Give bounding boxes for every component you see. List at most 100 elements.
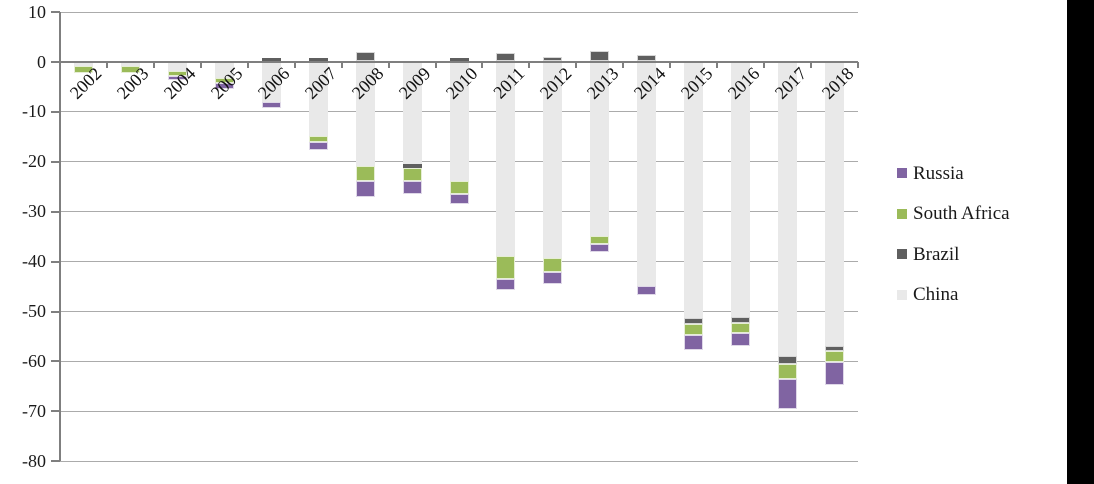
bar-2017-russia (778, 379, 798, 410)
bar-2009-china (402, 61, 422, 164)
bar-2011-russia (496, 278, 516, 291)
legend-item-china: China (897, 285, 958, 305)
y-axis-tick (51, 160, 60, 163)
bar-2004-russia (167, 75, 187, 81)
bar-2013-china (590, 61, 610, 237)
bar-2016-russia (731, 333, 751, 347)
bar-2018-brazil (825, 346, 845, 352)
x-axis-tick (246, 61, 249, 68)
x-axis-tick (622, 61, 625, 68)
bar-2010-brazil (449, 57, 469, 62)
bar-2010-china (449, 61, 469, 182)
y-axis-tick (51, 260, 60, 263)
bar-2002-china (73, 61, 93, 67)
bar-2005-china (214, 61, 234, 78)
x-axis-tick (575, 61, 578, 68)
right-black-strip (1067, 0, 1094, 484)
y-axis-tick (51, 360, 60, 363)
bar-2008-china (355, 61, 375, 167)
legend-label: Brazil (913, 243, 960, 265)
bar-2012-russia (543, 271, 563, 285)
x-axis-tick (199, 61, 202, 68)
y-axis-tick (51, 310, 60, 313)
y-tick-label: -70 (22, 400, 46, 421)
y-tick-label: -30 (22, 201, 46, 222)
y-tick-label: -80 (22, 450, 46, 471)
bar-2012-south-africa (543, 257, 563, 272)
bar-2009-brazil (402, 163, 422, 168)
bar-2013-south-africa (590, 236, 610, 245)
x-axis-tick (105, 61, 108, 68)
bar-2006-china (261, 61, 281, 102)
x-axis-tick (59, 61, 61, 68)
legend-item-russia: Russia (897, 163, 964, 183)
x-axis-tick (857, 61, 859, 68)
x-axis-tick (434, 61, 437, 68)
legend-item-south-africa: South Africa (897, 204, 1010, 224)
x-axis-tick (481, 61, 484, 68)
bar-2015-brazil (684, 318, 704, 324)
gridline--80 (60, 460, 858, 462)
y-tick-label: -40 (22, 251, 46, 272)
x-axis-tick (669, 61, 672, 68)
legend-swatch-south-africa (897, 208, 907, 219)
bar-2010-south-africa (449, 181, 469, 194)
legend-item-brazil: Brazil (897, 244, 959, 264)
y-axis-tick (51, 210, 60, 213)
bar-2004-china (167, 61, 187, 71)
bar-2017-south-africa (778, 364, 798, 380)
y-axis-line (59, 11, 61, 461)
x-axis-tick (340, 61, 343, 68)
y-axis-tick (51, 110, 60, 113)
bar-2011-south-africa (496, 256, 516, 279)
bar-2016-south-africa (731, 323, 751, 334)
y-tick-label: -60 (22, 350, 46, 371)
bar-2005-south-africa (214, 77, 234, 84)
y-axis-tick (51, 11, 60, 14)
bar-2002-south-africa (73, 66, 93, 73)
bar-2018-china (825, 61, 845, 347)
bar-2017-brazil (778, 355, 798, 365)
bar-2003-south-africa (120, 66, 140, 73)
y-axis-tick (51, 460, 60, 463)
gridline--50 (60, 311, 858, 312)
bar-2015-china (684, 61, 704, 319)
y-tick-label: -20 (22, 151, 46, 172)
y-axis-tick (51, 410, 60, 413)
x-axis-tick (528, 61, 531, 68)
bar-2014-china (637, 61, 657, 287)
bar-2007-china (308, 61, 328, 137)
y-tick-label: -50 (22, 301, 46, 321)
bar-2008-russia (355, 181, 375, 198)
y-tick-label: 0 (37, 51, 46, 72)
bar-2010-russia (449, 193, 469, 204)
legend-swatch-china (897, 289, 907, 300)
gridline--40 (60, 261, 858, 263)
bar-2008-south-africa (355, 166, 375, 182)
x-axis-tick (293, 61, 296, 68)
x-axis-tick (716, 61, 719, 68)
legend-swatch-brazil (897, 249, 907, 259)
bar-2007-brazil (308, 57, 328, 62)
bar-2005-russia (214, 83, 234, 89)
bar-2015-south-africa (684, 323, 704, 336)
x-axis-zero-line (59, 60, 858, 63)
bar-2013-russia (590, 244, 610, 253)
bar-2007-south-africa (308, 136, 328, 143)
bar-2007-russia (308, 142, 328, 150)
x-axis-tick (810, 61, 813, 68)
legend-label: Russia (913, 162, 964, 184)
bar-2006-russia (261, 101, 281, 108)
bar-2015-russia (684, 335, 704, 350)
bar-2012-china (543, 61, 563, 258)
legend-swatch-russia (897, 168, 907, 178)
bar-2018-south-africa (825, 351, 845, 363)
bar-2011-china (496, 61, 516, 257)
bar-2006-brazil (261, 58, 281, 62)
bar-2003-china (120, 61, 140, 67)
gridline--60 (60, 360, 858, 362)
y-tick-label: -10 (22, 101, 46, 122)
